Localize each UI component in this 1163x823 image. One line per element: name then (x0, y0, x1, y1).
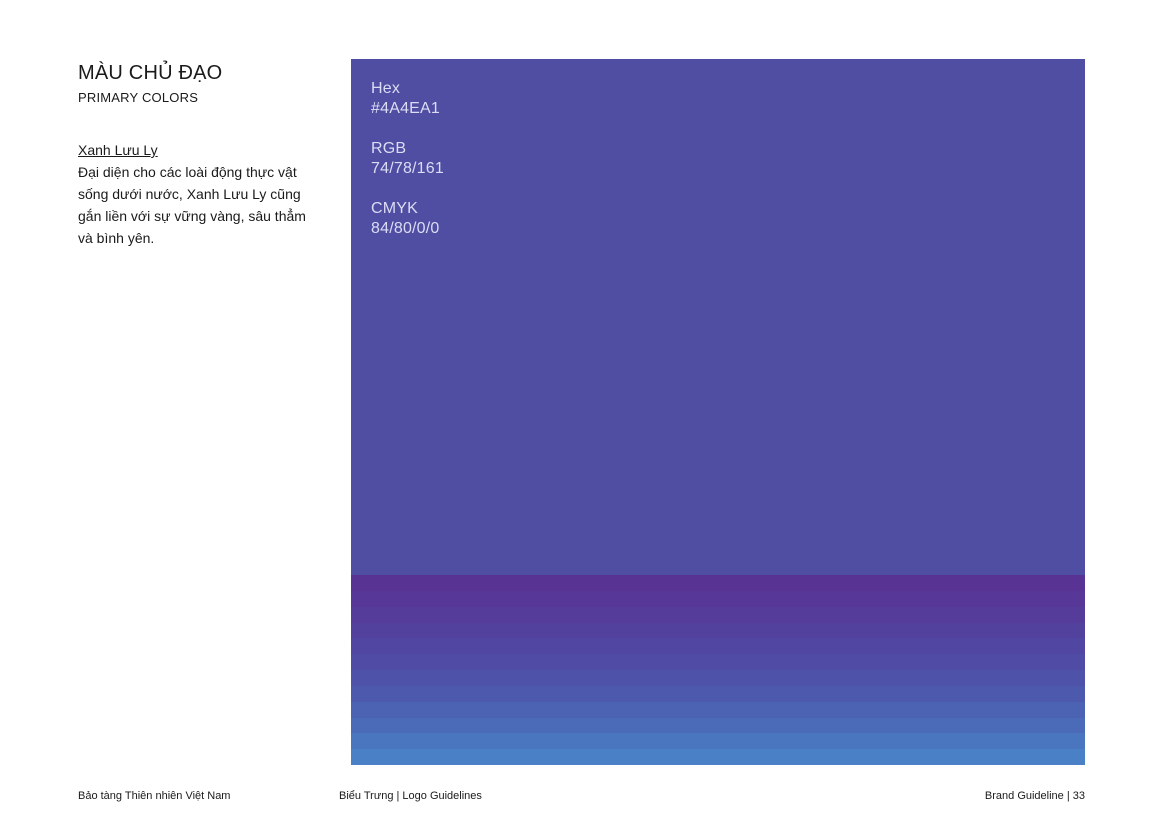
tint-band (351, 701, 1085, 718)
color-swatch-panel: Hex #4A4EA1 RGB 74/78/161 CMYK 84/80/0/0 (351, 59, 1085, 765)
tint-band (351, 638, 1085, 655)
tint-band (351, 749, 1085, 765)
page-subtitle: PRIMARY COLORS (78, 90, 199, 105)
primary-color-swatch: Hex #4A4EA1 RGB 74/78/161 CMYK 84/80/0/0 (351, 59, 1085, 575)
rgb-value: 74/78/161 (371, 160, 444, 177)
footer-section: Biểu Trưng | Logo Guidelines (339, 790, 482, 802)
color-name: Xanh Lưu Ly (78, 142, 158, 158)
cmyk-value: 84/80/0/0 (371, 220, 440, 237)
footer-organization: Bảo tàng Thiên nhiên Việt Nam (78, 790, 231, 802)
tint-band (351, 575, 1085, 591)
tint-band (351, 606, 1085, 623)
color-description: Đại diện cho các loài động thực vật sống… (78, 164, 306, 246)
rgb-spec: RGB 74/78/161 (371, 139, 444, 179)
hex-label: Hex (371, 80, 401, 97)
hex-value: #4A4EA1 (371, 100, 441, 117)
tint-band (351, 685, 1085, 702)
cmyk-label: CMYK (371, 200, 419, 217)
tint-band (351, 590, 1085, 607)
rgb-label: RGB (371, 140, 407, 157)
color-tint-gradient (351, 575, 1085, 765)
hex-spec: Hex #4A4EA1 (371, 79, 440, 119)
cmyk-spec: CMYK 84/80/0/0 (371, 199, 440, 239)
footer-page-number: Brand Guideline | 33 (984, 790, 1085, 802)
tint-band (351, 654, 1085, 671)
tint-band (351, 622, 1085, 639)
tint-band (351, 670, 1085, 686)
page-title: MÀU CHỦ ĐẠO (78, 62, 223, 84)
tint-band (351, 733, 1085, 750)
tint-band (351, 717, 1085, 734)
